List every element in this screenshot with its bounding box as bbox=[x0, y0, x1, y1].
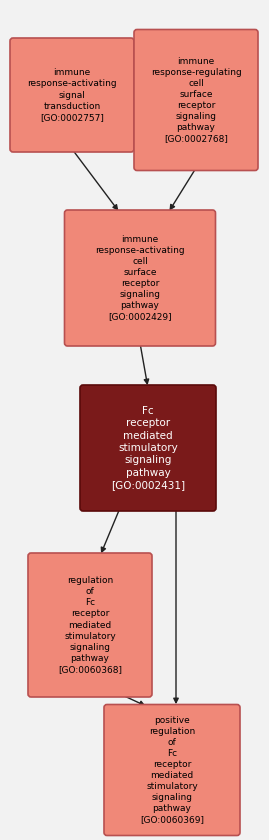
Text: regulation
of
Fc
receptor
mediated
stimulatory
signaling
pathway
[GO:0060368]: regulation of Fc receptor mediated stimu… bbox=[58, 576, 122, 674]
Text: positive
regulation
of
Fc
receptor
mediated
stimulatory
signaling
pathway
[GO:00: positive regulation of Fc receptor media… bbox=[140, 716, 204, 824]
FancyBboxPatch shape bbox=[10, 38, 134, 152]
Text: Fc
receptor
mediated
stimulatory
signaling
pathway
[GO:0002431]: Fc receptor mediated stimulatory signali… bbox=[111, 406, 185, 491]
FancyBboxPatch shape bbox=[65, 210, 215, 346]
Text: immune
response-activating
signal
transduction
[GO:0002757]: immune response-activating signal transd… bbox=[27, 68, 117, 122]
FancyBboxPatch shape bbox=[28, 553, 152, 697]
FancyBboxPatch shape bbox=[80, 385, 216, 511]
Text: immune
response-regulating
cell
surface
receptor
signaling
pathway
[GO:0002768]: immune response-regulating cell surface … bbox=[151, 56, 241, 144]
FancyBboxPatch shape bbox=[134, 29, 258, 171]
Text: immune
response-activating
cell
surface
receptor
signaling
pathway
[GO:0002429]: immune response-activating cell surface … bbox=[95, 234, 185, 322]
FancyBboxPatch shape bbox=[104, 705, 240, 836]
